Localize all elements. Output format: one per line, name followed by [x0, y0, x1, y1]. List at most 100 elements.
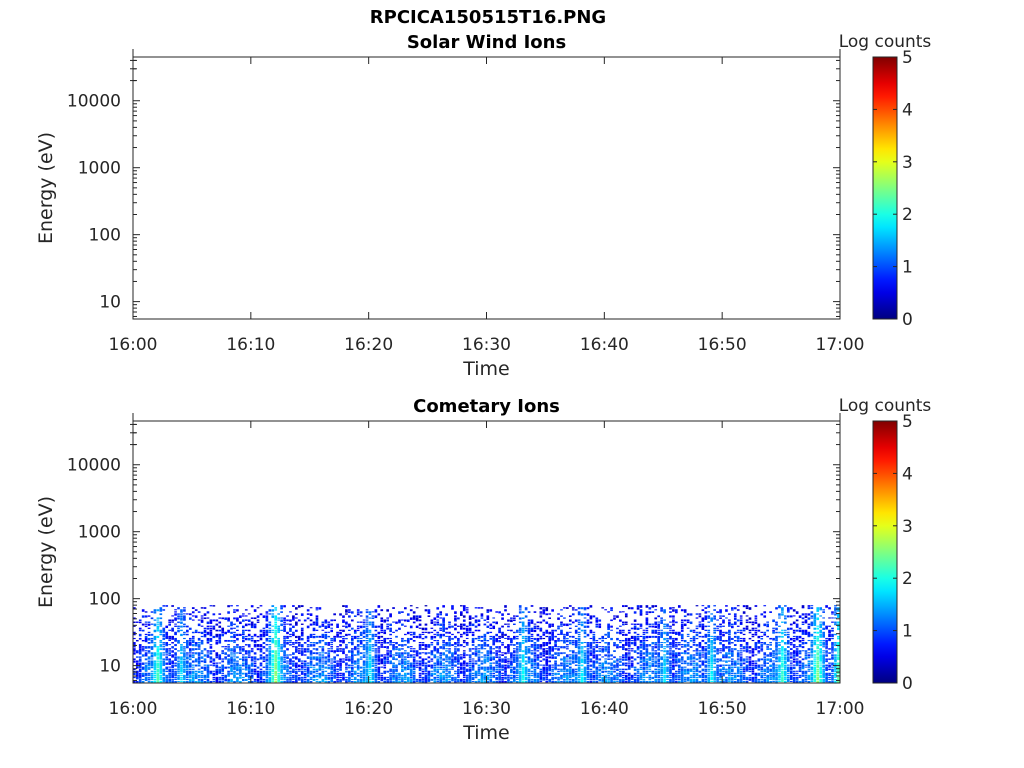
spectrogram-cell	[200, 607, 204, 609]
spectrogram-cell	[592, 670, 596, 673]
spectrogram-cell	[165, 650, 169, 653]
spectrogram-cell	[409, 680, 413, 684]
spectrogram-cell	[613, 668, 616, 670]
spectrogram-cell	[457, 674, 460, 677]
spectrogram-cell	[577, 642, 581, 644]
spectrogram-cell	[209, 627, 213, 630]
spectrogram-cell	[162, 674, 166, 676]
spectrogram-cell	[265, 613, 269, 615]
spectrogram-cell	[651, 652, 655, 655]
spectrogram-cell	[442, 680, 445, 683]
spectrogram-cell	[695, 625, 699, 627]
spectrogram-cell	[489, 648, 493, 650]
spectrogram-cell	[321, 625, 325, 627]
spectrogram-cell	[141, 672, 145, 675]
spectrogram-cell	[583, 674, 587, 677]
spectrogram-cell	[333, 650, 336, 653]
spectrogram-cell	[233, 642, 236, 644]
spectrogram-cell	[480, 646, 484, 649]
spectrogram-cell	[186, 678, 189, 681]
spectrogram-cell	[315, 609, 319, 611]
spectrogram-cell	[448, 678, 451, 681]
spectrogram-cell	[398, 676, 401, 679]
spectrogram-cell	[557, 625, 560, 628]
spectrogram-cell	[138, 619, 142, 621]
spectrogram-cell	[292, 680, 295, 684]
spectrogram-cell	[468, 662, 472, 664]
spectrogram-cell	[716, 666, 719, 669]
spectrogram-cell	[265, 637, 269, 640]
spectrogram-cell	[592, 650, 596, 653]
spectrogram-cell	[577, 670, 581, 672]
spectrogram-cell	[742, 676, 746, 679]
spectrogram-cell	[404, 619, 407, 622]
spectrogram-cell	[253, 656, 257, 659]
spectrogram-cell	[309, 678, 313, 680]
spectrogram-cell	[448, 639, 451, 642]
spectrogram-cell	[333, 668, 336, 672]
spectrogram-cell	[642, 648, 646, 650]
spectrogram-cell	[462, 627, 466, 630]
spectrogram-cell	[389, 637, 392, 640]
spectrogram-cell	[518, 654, 522, 656]
spectrogram-cell	[253, 633, 257, 637]
spectrogram-cell	[144, 662, 148, 664]
spectrogram-cell	[162, 605, 166, 607]
spectrogram-cell	[689, 658, 693, 660]
spectrogram-cell	[686, 644, 690, 647]
spectrogram-cell	[445, 666, 448, 669]
spectrogram-cell	[742, 650, 746, 652]
spectrogram-cell	[439, 658, 443, 660]
spectrogram-cell	[480, 666, 484, 669]
spectrogram-cell	[745, 644, 749, 646]
spectrogram-cell	[230, 666, 233, 670]
spectrogram-cell	[521, 660, 525, 663]
spectrogram-cell	[728, 650, 731, 652]
spectrogram-cell	[212, 635, 216, 639]
spectrogram-cell	[563, 678, 566, 681]
spectrogram-cell	[604, 654, 607, 657]
spectrogram-cell	[218, 635, 222, 639]
spectrogram-cell	[495, 611, 498, 613]
spectrogram-cell	[719, 609, 722, 612]
spectrogram-cell	[498, 680, 501, 684]
spectrogram-cell	[295, 672, 298, 675]
spectrogram-cell	[206, 621, 210, 625]
spectrogram-cell	[147, 623, 151, 626]
spectrogram-cell	[477, 656, 481, 659]
spectrogram-cell	[545, 648, 549, 650]
spectrogram-cell	[233, 664, 236, 667]
spectrogram-cell	[280, 678, 283, 681]
spectrogram-cell	[639, 644, 643, 646]
spectrogram-cell	[412, 639, 416, 642]
spectrogram-cell	[739, 631, 743, 634]
spectrogram-cell	[657, 629, 661, 631]
spectrogram-cell	[501, 674, 504, 677]
spectrogram-cell	[660, 650, 663, 652]
spectrogram-cell	[159, 662, 163, 665]
spectrogram-cell	[728, 631, 731, 634]
spectrogram-cell	[542, 652, 546, 654]
spectrogram-cell	[292, 617, 295, 620]
spectrogram-cell	[545, 629, 549, 633]
spectrogram-cell	[242, 629, 245, 632]
spectrogram-cell	[459, 662, 463, 665]
spectrogram-cell	[404, 639, 407, 642]
spectrogram-cell	[362, 672, 366, 675]
spectrogram-cell	[689, 662, 693, 665]
spectrogram-cell	[657, 678, 661, 681]
spectrogram-cell	[607, 654, 610, 657]
spectrogram-cell	[183, 609, 186, 612]
spectrogram-cell	[748, 607, 752, 610]
spectrogram-cell	[639, 666, 643, 669]
spectrogram-cell	[183, 642, 186, 644]
spectrogram-cell	[183, 615, 186, 618]
spectrogram-cell	[586, 668, 590, 670]
spectrogram-cell	[230, 680, 233, 683]
spectrogram-cell	[398, 652, 401, 655]
spectrogram-cell	[215, 670, 219, 674]
spectrogram-cell	[639, 672, 643, 675]
spectrogram-cell	[557, 633, 560, 635]
spectrogram-cell	[395, 648, 398, 651]
spectrogram-cell	[459, 625, 463, 628]
